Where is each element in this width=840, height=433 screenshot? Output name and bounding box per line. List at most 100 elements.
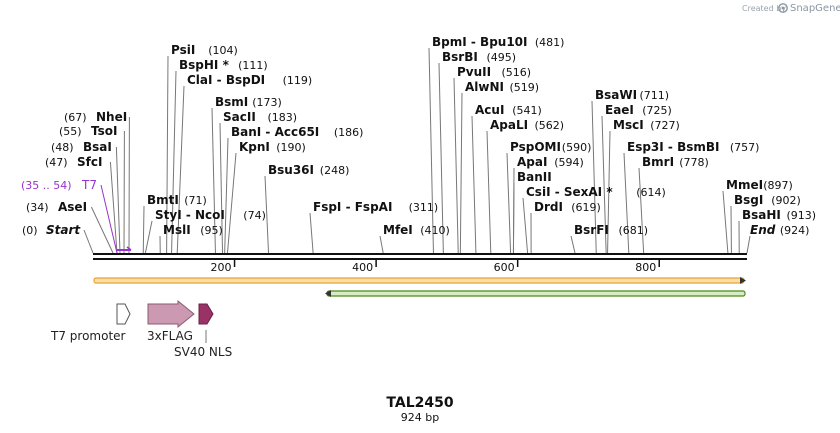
site-msli[interactable]: MslI (95) xyxy=(163,223,223,237)
tick-label: 200 xyxy=(211,261,232,274)
site-bmti[interactable]: BmtI (71) xyxy=(147,193,207,207)
site-labels: (67) NheI (55) TsoI (48) BsaI (47) SfcI (35 .. 5… xyxy=(21,35,816,237)
leader-line xyxy=(428,47,434,254)
site-position-mfei: (410) xyxy=(420,224,450,237)
site-kpni[interactable]: KpnI (190) xyxy=(239,140,306,154)
site-position-apali: (562) xyxy=(535,119,565,132)
feature-t7-promoter[interactable]: T7 promoter xyxy=(50,303,131,343)
orf-tracks xyxy=(93,277,746,297)
site-position-nhei: (67) xyxy=(64,111,87,124)
orf-reverse[interactable] xyxy=(326,290,746,297)
site-drdi[interactable]: DrdI (619) xyxy=(534,200,601,214)
feature-label-3xflag: 3xFLAG xyxy=(147,329,193,343)
site-name-bsgi: BsgI xyxy=(734,193,763,207)
leader-line xyxy=(453,77,459,254)
site-bsrfi[interactable]: BsrFI (681) xyxy=(574,223,648,237)
feature-arrow-t7-promoter xyxy=(116,303,131,325)
leader-line xyxy=(109,161,118,254)
leader-line xyxy=(100,184,118,254)
leader-line xyxy=(226,152,237,254)
site-apai[interactable]: ApaI (594) xyxy=(517,155,584,169)
leader-line xyxy=(591,100,597,254)
site-position-fspi-fspai: (311) xyxy=(409,201,439,214)
site-name-bmti: BmtI xyxy=(147,193,179,207)
site-bmri[interactable]: BmrI (778) xyxy=(642,155,709,169)
site-alwni[interactable]: AlwNI (519) xyxy=(465,80,539,94)
leader-line xyxy=(171,70,177,254)
site-name-t7: T7 xyxy=(81,178,97,192)
site-position-sacii: (183) xyxy=(268,111,298,124)
site-end[interactable]: End (924) xyxy=(750,223,809,237)
site-mmei[interactable]: MmeI (897) xyxy=(726,178,793,192)
feature-label-t7-promoter: T7 promoter xyxy=(50,329,126,343)
site-clai-bspdi[interactable]: ClaI - BspDI (119) xyxy=(187,73,312,87)
leader-line xyxy=(219,122,224,254)
site-start[interactable]: (0) Start xyxy=(22,223,81,237)
site-csii-sexai[interactable]: CsiI - SexAI * (614) xyxy=(526,185,666,199)
site-bsahi[interactable]: BsaHI (913) xyxy=(742,208,816,222)
site-name-bsahi: BsaHI xyxy=(742,208,781,222)
site-name-bsai: BsaI xyxy=(83,140,112,154)
site-name-start: Start xyxy=(46,223,81,237)
site-position-bsmi: (173) xyxy=(252,96,282,109)
site-styi-ncoi[interactable]: StyI - NcoI (74) xyxy=(155,208,266,222)
site-position-alwni: (519) xyxy=(510,81,540,94)
site-esp3i-bsmbi[interactable]: Esp3I - BsmBI (757) xyxy=(627,140,759,154)
site-bpmi-bpu10i[interactable]: BpmI - Bpu10I (481) xyxy=(432,35,564,49)
leader-line xyxy=(83,229,94,254)
plasmid-name: TAL2450 xyxy=(386,395,453,411)
orf-forward[interactable] xyxy=(93,277,745,284)
site-bsgi[interactable]: BsgI (902) xyxy=(734,193,801,207)
site-position-asei: (34) xyxy=(26,201,49,214)
site-apali[interactable]: ApaLI (562) xyxy=(490,118,564,132)
site-pspomi[interactable]: PspOMI (590) xyxy=(510,140,591,154)
site-bani-acc65i[interactable]: BanI - Acc65I (186) xyxy=(231,125,363,139)
site-name-sacii: SacII xyxy=(223,110,256,124)
site-bsphi[interactable]: BspHI * (111) xyxy=(179,58,268,72)
site-eaei[interactable]: EaeI (725) xyxy=(605,103,672,117)
site-asei[interactable]: (34) AseI xyxy=(26,200,87,214)
site-acui[interactable]: AcuI (541) xyxy=(475,103,542,117)
feature-sv40-nls[interactable]: SV40 NLS xyxy=(174,303,232,359)
leader-line xyxy=(264,175,270,254)
site-name-msci: MscI xyxy=(613,118,644,132)
site-position-bani-acc65i: (186) xyxy=(334,126,364,139)
site-pvuii[interactable]: PvuII (516) xyxy=(457,65,531,79)
site-position-eaei: (725) xyxy=(642,104,672,117)
leader-line xyxy=(166,55,169,254)
site-position-msli: (95) xyxy=(200,224,223,237)
site-bsrbi[interactable]: BsrBI (495) xyxy=(442,50,516,64)
site-bsai[interactable]: (48) BsaI xyxy=(51,140,112,154)
site-fspi-fspai[interactable]: FspI - FspAI (311) xyxy=(313,200,438,214)
site-sacii[interactable]: SacII (183) xyxy=(223,110,297,124)
site-name-styi-ncoi: StyI - NcoI xyxy=(155,208,225,222)
feature-3xflag[interactable]: 3xFLAG xyxy=(147,299,195,343)
feature-arrow-3xflag xyxy=(147,299,195,329)
site-psii[interactable]: PsiI (104) xyxy=(171,43,238,57)
site-bsmi[interactable]: BsmI (173) xyxy=(215,95,282,109)
site-position-bmri: (778) xyxy=(679,156,709,169)
site-sfci[interactable]: (47) SfcI xyxy=(45,155,102,169)
site-banii[interactable]: BanII xyxy=(517,170,552,184)
site-msci[interactable]: MscI (727) xyxy=(613,118,680,132)
site-mfei[interactable]: MfeI (410) xyxy=(383,223,450,237)
leader-line xyxy=(512,182,515,254)
site-bsu36i[interactable]: Bsu36I (248) xyxy=(268,163,349,177)
site-tsoi[interactable]: (55) TsoI xyxy=(59,124,117,138)
site-position-pspomi: (590) xyxy=(562,141,592,154)
site-t7[interactable]: (35 .. 54) T7 xyxy=(21,178,97,192)
site-position-bmti: (71) xyxy=(184,194,207,207)
site-name-kpni: KpnI xyxy=(239,140,270,154)
credit-label: Created by xyxy=(742,4,786,13)
site-name-asei: AseI xyxy=(58,200,87,214)
leader-line xyxy=(471,115,477,254)
site-position-bsphi: (111) xyxy=(238,59,268,72)
site-name-drdi: DrdI xyxy=(534,200,563,214)
site-position-styi-ncoi: (74) xyxy=(243,209,266,222)
snapgene-logo-icon xyxy=(778,3,788,13)
site-name-psii: PsiI xyxy=(171,43,195,57)
site-nhei[interactable]: (67) NheI xyxy=(64,110,127,124)
leader-line xyxy=(142,205,145,254)
site-position-bsgi: (902) xyxy=(771,194,801,207)
site-bsawi[interactable]: BsaWI (711) xyxy=(595,88,669,102)
